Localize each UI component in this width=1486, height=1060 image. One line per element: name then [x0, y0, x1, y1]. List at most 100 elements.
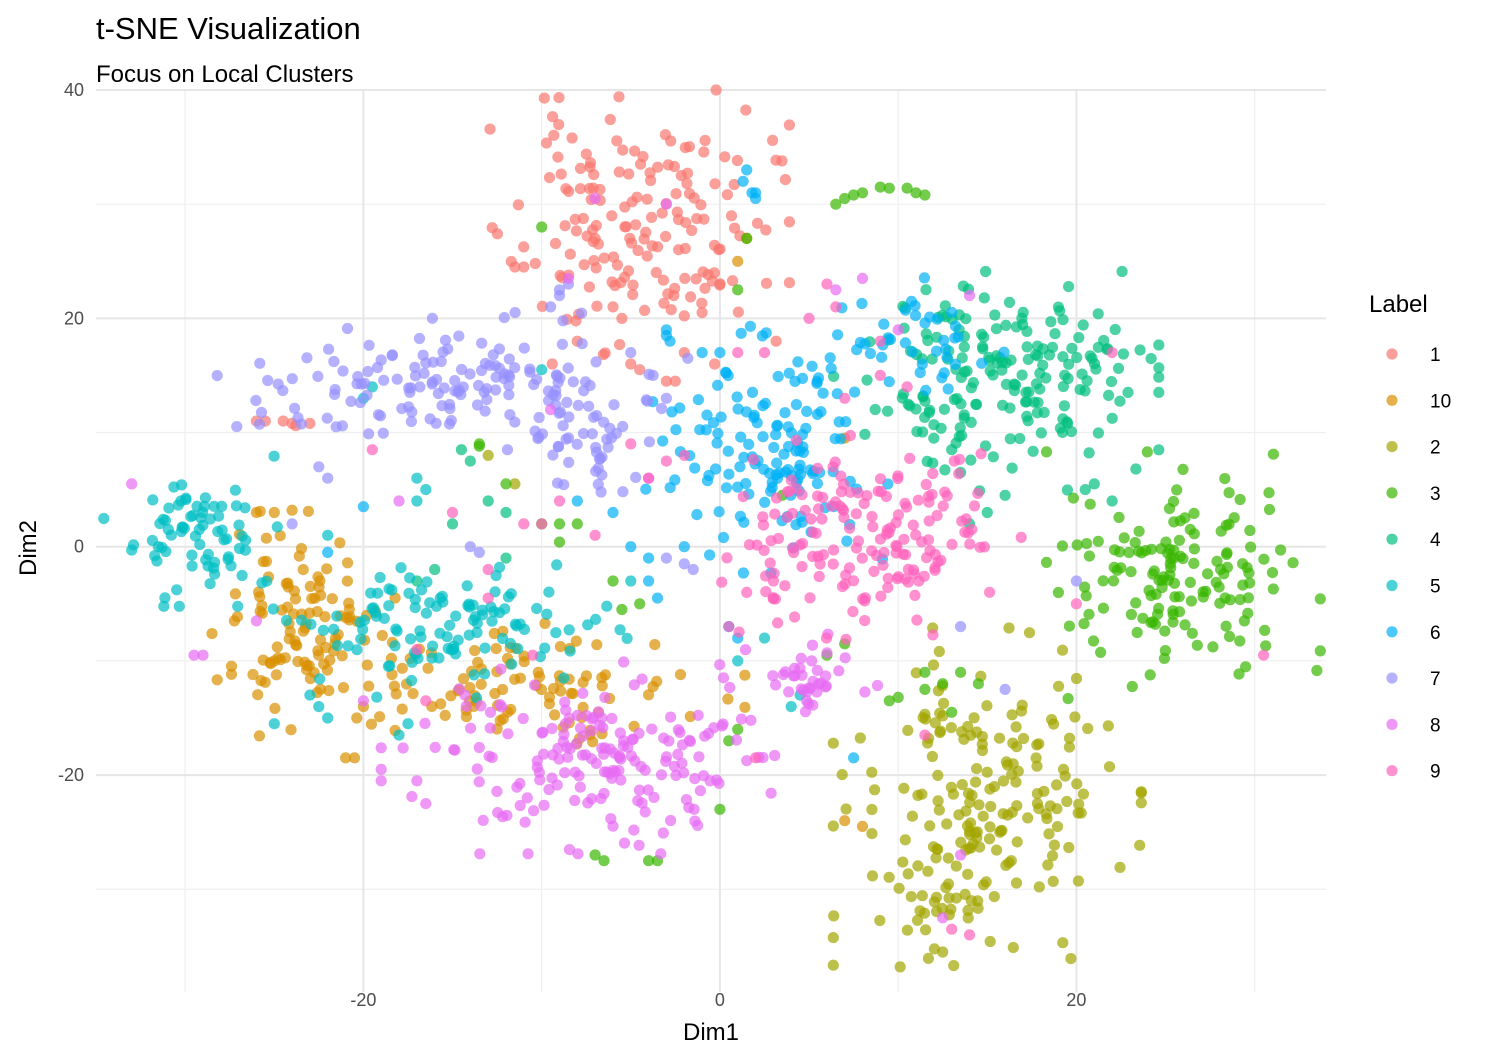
data-point	[1035, 427, 1047, 439]
data-point	[363, 680, 375, 692]
data-point	[411, 775, 423, 787]
data-point	[552, 441, 565, 453]
data-point	[497, 683, 509, 696]
data-point	[789, 375, 801, 387]
data-point	[967, 377, 980, 389]
data-point	[927, 467, 939, 480]
data-point	[231, 611, 243, 623]
data-point	[1063, 841, 1075, 854]
data-point	[268, 655, 280, 667]
data-point	[321, 563, 333, 575]
data-point	[692, 709, 704, 721]
data-point	[475, 678, 487, 690]
data-point	[1017, 732, 1030, 745]
data-point	[1051, 821, 1064, 833]
data-point	[690, 273, 702, 285]
data-point	[1129, 537, 1141, 549]
data-point	[487, 349, 499, 361]
data-point	[546, 722, 558, 735]
data-point	[588, 255, 600, 267]
data-point	[509, 618, 521, 630]
data-point	[920, 384, 932, 396]
data-point	[314, 575, 326, 587]
data-point	[1153, 362, 1165, 374]
data-point	[197, 649, 209, 661]
data-point	[674, 669, 687, 681]
legend-key-9	[1386, 765, 1398, 777]
data-point	[821, 278, 833, 290]
data-point	[651, 592, 664, 604]
data-point	[420, 798, 432, 810]
legend: Label 1 10 2 3 4 5 6 7 8 9	[1369, 291, 1451, 783]
data-point	[1062, 693, 1074, 705]
data-point	[213, 510, 225, 522]
data-point	[572, 848, 584, 860]
data-point	[469, 645, 481, 657]
data-point	[509, 673, 521, 685]
data-point	[928, 432, 940, 444]
data-point	[1003, 296, 1016, 308]
data-point	[536, 428, 549, 440]
data-point	[536, 364, 548, 376]
data-point	[882, 572, 894, 584]
data-point	[434, 627, 446, 639]
data-point	[1275, 544, 1287, 556]
data-point	[803, 312, 815, 324]
data-point	[569, 794, 581, 807]
data-point	[971, 763, 983, 775]
data-point	[968, 712, 980, 724]
data-point	[429, 741, 441, 754]
data-point	[911, 914, 924, 926]
data-point	[974, 541, 986, 553]
scatter-points	[98, 84, 1326, 973]
data-point	[1015, 531, 1027, 544]
data-point	[678, 449, 690, 461]
data-point	[932, 795, 944, 807]
data-point	[709, 178, 721, 190]
data-point	[313, 649, 325, 661]
data-point	[839, 652, 851, 664]
data-point	[497, 713, 509, 725]
data-point	[722, 693, 734, 705]
data-point	[1214, 597, 1226, 609]
data-point	[206, 628, 218, 640]
data-point	[848, 752, 860, 764]
data-point	[820, 670, 832, 682]
data-point	[126, 544, 138, 556]
data-point	[750, 187, 762, 199]
data-point	[972, 487, 984, 499]
data-point	[484, 722, 496, 734]
data-point	[1179, 619, 1191, 631]
data-point	[1238, 615, 1250, 627]
data-point	[652, 161, 664, 173]
data-point	[1052, 586, 1064, 599]
data-point	[1016, 312, 1028, 324]
data-point	[1006, 462, 1018, 474]
data-point	[611, 135, 623, 147]
data-point	[405, 633, 417, 645]
legend-title: Label	[1369, 291, 1428, 318]
data-point	[874, 914, 886, 927]
data-point	[1153, 386, 1165, 398]
data-point	[562, 362, 574, 374]
data-point	[919, 729, 931, 741]
data-point	[937, 912, 949, 924]
data-point	[180, 492, 192, 504]
data-point	[533, 411, 545, 424]
legend-label-8: 8	[1430, 715, 1441, 736]
data-point	[765, 787, 777, 799]
data-point	[643, 552, 655, 564]
data-point	[1033, 881, 1045, 893]
data-point	[772, 617, 784, 629]
data-point	[482, 449, 494, 461]
data-point	[328, 623, 340, 635]
data-point	[473, 379, 485, 392]
data-point	[1266, 567, 1279, 579]
data-point	[883, 182, 895, 194]
data-point	[850, 508, 862, 520]
y-tick-label: -20	[58, 765, 84, 785]
data-point	[759, 496, 771, 508]
data-point	[277, 385, 289, 397]
data-point	[625, 438, 637, 450]
data-point	[378, 374, 390, 386]
